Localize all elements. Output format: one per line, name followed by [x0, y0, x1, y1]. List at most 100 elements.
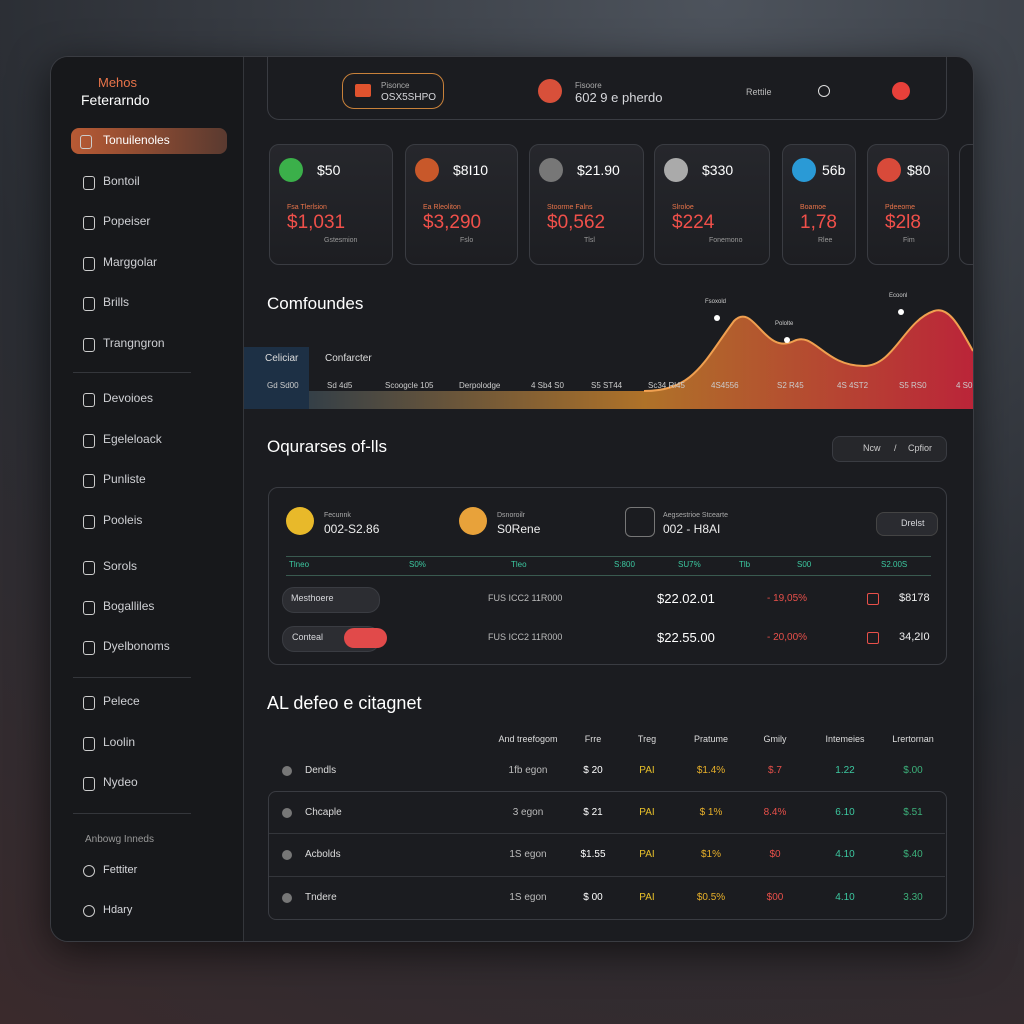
- card-tag: Pdeeome: [885, 204, 915, 211]
- divider: [73, 813, 191, 814]
- card-icon: [664, 158, 688, 182]
- nav-item[interactable]: Punliste: [103, 472, 146, 486]
- column-header: S0%: [409, 560, 426, 569]
- table-cell: 4.10: [835, 892, 855, 903]
- chart-peak-dot: [898, 309, 904, 315]
- nav-item[interactable]: Trangngron: [103, 336, 165, 350]
- table-cell: $ 20: [583, 765, 603, 776]
- table-cell: $ 1%: [699, 807, 723, 818]
- nav-item[interactable]: Hdary: [103, 904, 133, 916]
- orders-panel: [268, 487, 947, 665]
- table-header: Treg: [637, 734, 657, 744]
- nav-item[interactable]: Pelece: [103, 694, 140, 708]
- user-label: Fisoore: [575, 81, 602, 90]
- card-value: $224: [672, 212, 715, 233]
- chart-tab[interactable]: Celiciar: [265, 353, 299, 364]
- item-value: 002-S2.86: [324, 522, 380, 536]
- table-cell: 3.30: [903, 892, 923, 903]
- card-note: Rlee: [818, 237, 833, 244]
- nav-icon: [83, 474, 95, 488]
- orders-toggle: [832, 436, 947, 462]
- chart-axis-label: Derpolodge: [459, 381, 501, 390]
- row-icon: [282, 808, 292, 818]
- nav-icon: [83, 393, 95, 407]
- nav-icon: [83, 696, 95, 710]
- nav-item[interactable]: Devoioes: [103, 391, 154, 405]
- header-rule: [286, 556, 931, 557]
- nav-item-active[interactable]: [71, 128, 227, 154]
- table-cell: $0.5%: [696, 892, 726, 903]
- nav-item[interactable]: Fettiter: [103, 864, 138, 876]
- row-amount: $22.02.01: [657, 591, 715, 606]
- nav-item[interactable]: Marggolar: [103, 255, 158, 269]
- table-cell: $ 21: [583, 807, 603, 818]
- card-icon: [415, 158, 439, 182]
- user-avatar: [538, 79, 562, 103]
- nav-item[interactable]: Sorols: [103, 559, 138, 573]
- pill-label: Conteal: [292, 632, 324, 642]
- row-divider: [269, 833, 945, 834]
- table-cell: $0: [769, 849, 781, 860]
- row-icon: [282, 766, 292, 776]
- card-note: Fslo: [460, 237, 474, 244]
- nav-item[interactable]: Tonuilenoles: [103, 133, 170, 147]
- nav-item[interactable]: Dyelbonoms: [103, 639, 170, 653]
- nav-item[interactable]: Bontoil: [103, 174, 140, 188]
- row-pill[interactable]: [282, 587, 380, 613]
- card-tag: Stoorme Falns: [547, 204, 593, 211]
- chart-tab[interactable]: Confarcter: [325, 353, 372, 364]
- item-label: Fecunnk: [324, 512, 351, 519]
- card-value: 1,78: [800, 212, 837, 233]
- chart-peak-label: Fsoxold: [705, 299, 727, 305]
- table-cell: $1.55: [580, 849, 606, 860]
- chart-peak-dot: [714, 315, 720, 321]
- card-icon: [792, 158, 816, 182]
- table-cell: 1fb egon: [508, 765, 548, 776]
- brand-subtitle: Feterarndo: [81, 92, 150, 108]
- nav-icon: [83, 737, 95, 751]
- table-cell: $.40: [903, 849, 923, 860]
- nav-icon: [83, 515, 95, 529]
- action-button[interactable]: [876, 512, 938, 536]
- table-cell: $.00: [903, 765, 923, 776]
- wifi-label: Rettile: [746, 87, 772, 97]
- toggle-option[interactable]: Ncw: [863, 443, 881, 453]
- toggle-option[interactable]: Cpfior: [908, 443, 933, 453]
- table-cell: $1%: [700, 849, 721, 860]
- table-cell: PAI: [639, 892, 655, 903]
- table-cell: PAI: [639, 765, 655, 776]
- column-header: SU7%: [678, 560, 701, 569]
- nav-icon: [83, 865, 95, 877]
- table-header: Frre: [584, 734, 602, 744]
- nav-item[interactable]: Loolin: [103, 735, 136, 749]
- table-header: And treefogom: [498, 734, 558, 744]
- nav-item[interactable]: Bogalliles: [103, 599, 155, 613]
- badge[interactable]: [342, 73, 444, 109]
- nav-icon: [83, 257, 95, 271]
- user-value: 602 9 e pherdo: [575, 90, 663, 105]
- table-header: Intemeies: [825, 734, 865, 744]
- row-name: Acbolds: [305, 849, 341, 860]
- app-window: Mehos Feterarndo Tonuilenoles Bontoil Popeis…: [50, 56, 974, 942]
- nav-icon: [83, 338, 95, 352]
- nav-item[interactable]: Popeiser: [103, 214, 151, 228]
- badge-value: OSX5SHPO: [381, 92, 437, 103]
- nav-icon: [83, 434, 95, 448]
- close-button[interactable]: [892, 82, 910, 100]
- card-tag: Fsa Tlerlsion: [287, 204, 327, 211]
- badge-icon: [355, 84, 371, 97]
- nav-item[interactable]: Pooleis: [103, 513, 143, 527]
- pill-toggle: [344, 628, 387, 648]
- card-top: $21.90: [577, 162, 620, 178]
- card-top: 56b: [822, 162, 846, 178]
- nav-item[interactable]: Brills: [103, 295, 129, 309]
- nav-icon: [80, 135, 92, 149]
- nav-item[interactable]: Egeleloack: [103, 432, 162, 446]
- table-box: [268, 791, 947, 920]
- divider: [73, 677, 191, 678]
- row-code: FUS ICC2 11R000: [488, 632, 563, 642]
- card-value: $1,031: [287, 212, 346, 233]
- item-value: 002 - H8AI: [663, 522, 721, 536]
- card-top: $80: [907, 162, 931, 178]
- nav-item[interactable]: Nydeo: [103, 775, 138, 789]
